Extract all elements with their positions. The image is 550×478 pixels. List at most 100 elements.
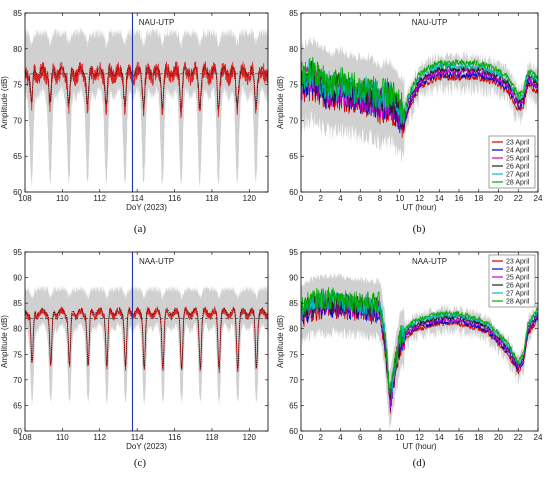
x-tick-label: 12 bbox=[415, 194, 424, 203]
y-tick-label: 85 bbox=[289, 299, 298, 308]
y-tick-label: 70 bbox=[289, 116, 298, 125]
legend-label-3: 25 April bbox=[506, 156, 530, 163]
panel-caption: (b) bbox=[413, 223, 426, 235]
y-tick-label: 80 bbox=[13, 325, 22, 334]
panel-caption: (d) bbox=[413, 457, 426, 469]
chart-title: NAA-UTP bbox=[412, 257, 447, 266]
y-tick-label: 75 bbox=[13, 350, 22, 359]
x-tick-label: 10 bbox=[395, 433, 404, 442]
x-tick-label: 114 bbox=[131, 433, 144, 442]
axes-frame bbox=[24, 12, 269, 193]
x-tick-label: 18 bbox=[474, 433, 483, 442]
x-tick-label: 114 bbox=[131, 194, 144, 203]
legend-label-2: 24 April bbox=[506, 148, 530, 155]
x-tick-label: 6 bbox=[358, 433, 363, 442]
y-tick-label: 85 bbox=[13, 299, 22, 308]
x-tick-label: 112 bbox=[93, 194, 106, 203]
legend-label-6: 28 April bbox=[506, 299, 530, 306]
plot-area-a bbox=[25, 13, 268, 192]
y-tick-label: 90 bbox=[289, 274, 298, 283]
x-tick-label: 4 bbox=[338, 194, 343, 203]
y-tick-label: 80 bbox=[289, 45, 298, 54]
x-tick-label: 8 bbox=[378, 194, 383, 203]
x-axis-label: UT (hour) bbox=[402, 442, 436, 451]
median-line bbox=[25, 66, 268, 109]
x-tick-label: 18 bbox=[474, 194, 483, 203]
panel-caption: (a) bbox=[134, 223, 147, 235]
x-tick-label: 20 bbox=[494, 194, 503, 203]
x-tick-label: 118 bbox=[206, 194, 219, 203]
x-tick-label: 14 bbox=[435, 433, 444, 442]
legend-label-4: 26 April bbox=[506, 164, 530, 171]
x-axis-label: DoY (2023) bbox=[126, 203, 167, 212]
series-line-3 bbox=[301, 66, 538, 128]
x-tick-label: 120 bbox=[243, 194, 257, 203]
axes-frame bbox=[24, 251, 269, 432]
y-tick-label: 75 bbox=[289, 81, 298, 90]
legend-label-5: 27 April bbox=[506, 291, 530, 298]
x-tick-label: 0 bbox=[299, 433, 304, 442]
x-tick-label: 116 bbox=[168, 433, 181, 442]
x-tick-label: 24 bbox=[534, 194, 543, 203]
x-tick-label: 16 bbox=[455, 194, 464, 203]
series-line-4 bbox=[301, 292, 538, 400]
x-tick-label: 12 bbox=[415, 433, 424, 442]
plot-area-d bbox=[301, 272, 538, 429]
x-tick-label: 108 bbox=[18, 433, 32, 442]
x-tick-label: 6 bbox=[358, 194, 363, 203]
y-tick-label: 80 bbox=[289, 325, 298, 334]
x-tick-label: 2 bbox=[319, 433, 324, 442]
legend-label-3: 25 April bbox=[506, 275, 530, 282]
y-tick-label: 70 bbox=[13, 116, 22, 125]
x-tick-label: 8 bbox=[378, 433, 383, 442]
x-tick-label: 14 bbox=[435, 194, 444, 203]
y-tick-label: 95 bbox=[289, 248, 298, 257]
x-axis-label: UT (hour) bbox=[402, 203, 436, 212]
y-tick-label: 90 bbox=[13, 274, 22, 283]
legend-label-6: 28 April bbox=[506, 180, 530, 187]
x-tick-label: 120 bbox=[243, 433, 257, 442]
y-tick-label: 60 bbox=[289, 427, 298, 436]
y-tick-label: 70 bbox=[289, 376, 298, 385]
y-tick-label: 60 bbox=[13, 427, 22, 436]
x-axis-label: DoY (2023) bbox=[126, 442, 167, 451]
y-tick-label: 75 bbox=[289, 350, 298, 359]
panel-c: 108 110 112 114 116 118 120 60 65 70 75 80 85 90 95 NAA… bbox=[0, 248, 269, 469]
range-band bbox=[25, 285, 268, 406]
y-tick-label: 70 bbox=[13, 376, 22, 385]
y-tick-label: 85 bbox=[13, 9, 22, 18]
y-tick-label: 65 bbox=[289, 401, 298, 410]
series-line-6 bbox=[301, 56, 538, 122]
x-tick-label: 16 bbox=[455, 433, 464, 442]
x-tick-label: 116 bbox=[168, 194, 181, 203]
x-tick-label: 24 bbox=[534, 433, 543, 442]
x-tick-label: 110 bbox=[56, 194, 69, 203]
series-line-6 bbox=[301, 287, 538, 396]
y-axis-label: Amplitude (dB) bbox=[276, 76, 285, 129]
amplitude-line bbox=[25, 61, 268, 119]
panel-caption: (c) bbox=[134, 457, 147, 469]
y-tick-label: 60 bbox=[13, 188, 22, 197]
legend-label-5: 27 April bbox=[506, 172, 530, 179]
x-tick-label: 118 bbox=[206, 433, 219, 442]
chart-title: NAA-UTP bbox=[139, 257, 174, 266]
y-tick-label: 75 bbox=[13, 81, 22, 90]
x-tick-label: 10 bbox=[395, 194, 404, 203]
x-tick-label: 0 bbox=[299, 194, 304, 203]
plot-area-b bbox=[301, 36, 538, 162]
chart-title: NAU-UTP bbox=[412, 18, 448, 27]
y-tick-label: 65 bbox=[289, 152, 298, 161]
y-axis-label: Amplitude (dB) bbox=[276, 315, 285, 368]
x-tick-label: 108 bbox=[18, 194, 32, 203]
legend-label-2: 24 April bbox=[506, 267, 530, 274]
panel-a: 108 110 112 114 116 118 120 60 65 70 75 80 85 NAU-UTP… bbox=[0, 9, 269, 235]
legend-label-1: 23 April bbox=[506, 140, 530, 147]
plot-area-c bbox=[25, 252, 268, 431]
y-tick-label: 65 bbox=[13, 152, 22, 161]
